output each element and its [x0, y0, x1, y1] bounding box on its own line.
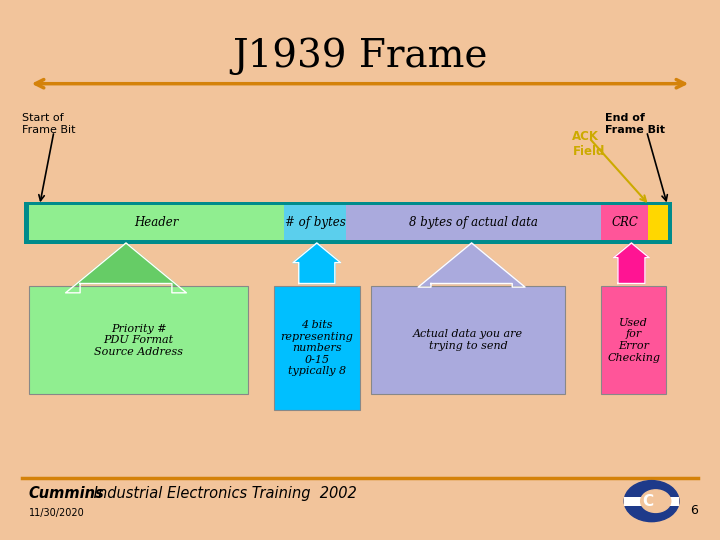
Text: Industrial Electronics Training  2002: Industrial Electronics Training 2002	[89, 486, 356, 501]
Bar	[29, 286, 248, 394]
Text: Actual data you are
trying to send: Actual data you are trying to send	[413, 329, 523, 351]
Text: 6: 6	[690, 504, 698, 517]
Bar	[29, 205, 284, 240]
Text: 11/30/2020: 11/30/2020	[29, 508, 84, 518]
Text: 4 bits
representing
numbers
0-15
typically 8: 4 bits representing numbers 0-15 typical…	[280, 320, 354, 376]
Polygon shape	[418, 243, 525, 287]
Text: # of bytes: # of bytes	[284, 216, 346, 229]
Polygon shape	[613, 243, 649, 284]
Text: ACK
Field: ACK Field	[572, 130, 605, 158]
Text: CRC: CRC	[611, 216, 638, 229]
Text: Cummins: Cummins	[29, 486, 104, 501]
Text: Start of
Frame Bit: Start of Frame Bit	[22, 113, 75, 135]
Bar	[601, 205, 648, 240]
Text: J1939 Frame: J1939 Frame	[233, 38, 487, 76]
Polygon shape	[293, 243, 341, 284]
Circle shape	[624, 481, 679, 522]
Text: C: C	[642, 494, 654, 509]
Text: Used
for
Error
Checking: Used for Error Checking	[607, 318, 660, 362]
Bar	[284, 205, 346, 240]
Text: End of
Frame Bit: End of Frame Bit	[605, 113, 665, 135]
Bar	[648, 205, 668, 240]
Text: 8 bytes of actual data: 8 bytes of actual data	[409, 216, 538, 229]
Bar	[24, 202, 672, 244]
Bar	[624, 497, 679, 505]
Bar	[371, 286, 565, 394]
Text: Header: Header	[135, 216, 179, 229]
Text: Priority #
PDU Format
Source Address: Priority # PDU Format Source Address	[94, 323, 183, 357]
Bar	[346, 205, 601, 240]
Polygon shape	[66, 243, 186, 293]
Circle shape	[641, 490, 671, 512]
Bar	[274, 286, 360, 410]
Bar	[601, 286, 666, 394]
